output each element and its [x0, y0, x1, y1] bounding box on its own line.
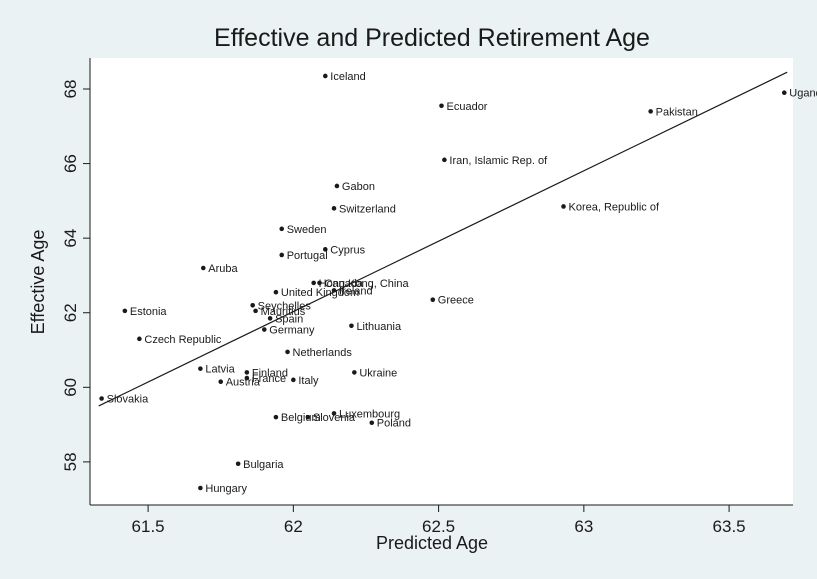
- point-label: Sweden: [287, 224, 327, 236]
- x-axis-ticks: 61.5 62 62.5 63 63.5: [132, 505, 746, 536]
- data-point: [430, 297, 436, 302]
- fit-line-layer: [98, 71, 788, 407]
- points-layer: Iceland Ecuador Pakistan Uganda Iran, Islami…: [99, 71, 817, 495]
- point-label: Switzerland: [339, 203, 396, 215]
- point-label: Portugal: [287, 250, 328, 262]
- point-label: Germany: [269, 325, 315, 337]
- x-axis-label: Predicted Age: [376, 533, 488, 553]
- data-point: [218, 379, 224, 385]
- point-label: Pakistan: [656, 106, 698, 118]
- data-point: [439, 103, 444, 109]
- data-point: [198, 366, 203, 371]
- point-label: Canada: [324, 278, 363, 290]
- y-tick-label: 66: [61, 154, 80, 173]
- point-label: Luxembourg: [339, 408, 400, 420]
- fit-line: [98, 71, 788, 407]
- point-label: Austria: [226, 377, 261, 389]
- point-label: Uganda: [789, 88, 817, 100]
- data-point: [253, 308, 258, 314]
- point-label: Ireland: [339, 285, 373, 297]
- data-point: [334, 183, 340, 189]
- point-label: Slovenia: [313, 412, 356, 424]
- data-point: [352, 370, 357, 375]
- point-label: Italy: [298, 375, 319, 387]
- point-label: Belgium: [281, 412, 321, 424]
- data-point: [311, 280, 316, 286]
- point-label: Lithuania: [356, 321, 402, 333]
- data-point: [122, 308, 128, 314]
- data-point: [279, 226, 285, 232]
- point-label: Netherlands: [293, 347, 353, 359]
- x-tick-label: 61.5: [132, 517, 165, 536]
- data-point: [323, 73, 328, 79]
- point-label: France: [252, 373, 286, 385]
- point-label: Czech Republic: [144, 334, 222, 346]
- y-tick-label: 58: [61, 452, 80, 471]
- data-point: [317, 280, 322, 286]
- y-axis-label: Effective Age: [28, 230, 48, 335]
- data-point: [561, 204, 566, 209]
- data-point: [200, 265, 206, 271]
- data-point: [235, 461, 241, 467]
- x-tick-label: 63: [574, 517, 593, 536]
- point-label: Aruba: [208, 263, 238, 275]
- point-label: Iran, Islamic Rep. of: [449, 155, 548, 167]
- point-label: Hungary: [205, 483, 247, 495]
- data-point: [305, 414, 311, 420]
- y-tick-label: 64: [61, 229, 80, 248]
- data-point: [99, 396, 104, 401]
- data-point: [267, 316, 273, 321]
- data-point: [648, 109, 653, 114]
- point-label: Iceland: [330, 71, 365, 83]
- point-label: Ukraine: [359, 367, 397, 379]
- point-label: Mauritius: [261, 306, 306, 318]
- x-tick-label: 62: [284, 517, 303, 536]
- point-label: Hong Kong, China: [319, 278, 410, 290]
- point-label: Greece: [438, 295, 474, 307]
- point-label: Spain: [275, 313, 303, 325]
- data-point: [331, 206, 337, 211]
- x-tick-label: 63.5: [713, 517, 746, 536]
- point-label: Bulgaria: [243, 459, 284, 471]
- data-point: [442, 157, 447, 163]
- y-tick-label: 60: [61, 378, 80, 397]
- data-point: [273, 414, 279, 420]
- data-point: [244, 370, 250, 375]
- point-label: United Kingdom: [281, 287, 359, 299]
- data-point: [273, 289, 279, 295]
- point-label: Korea, Republic of: [569, 201, 660, 213]
- x-tick-label: 62.5: [422, 517, 455, 536]
- data-point: [244, 375, 250, 381]
- data-point: [349, 323, 354, 329]
- point-label: Slovakia: [107, 394, 149, 406]
- point-label: Latvia: [205, 364, 235, 376]
- data-point: [261, 327, 267, 332]
- point-label: Estonia: [130, 306, 168, 318]
- plot-area: [90, 58, 793, 505]
- data-point: [369, 420, 375, 426]
- y-tick-label: 62: [61, 303, 80, 322]
- point-label: Seychelles: [258, 300, 312, 312]
- data-point: [279, 252, 285, 258]
- data-point: [331, 288, 337, 293]
- point-label: Poland: [377, 418, 411, 430]
- data-point: [781, 90, 787, 96]
- data-point: [331, 411, 337, 416]
- y-tick-label: 68: [61, 80, 80, 99]
- data-point: [285, 349, 290, 355]
- y-axis-ticks: 58 60 62 64 66 68: [61, 80, 90, 471]
- data-point: [250, 302, 255, 308]
- data-point: [198, 485, 203, 491]
- data-point: [323, 247, 328, 252]
- data-point: [137, 336, 142, 342]
- point-label: Ecuador: [447, 101, 488, 113]
- point-label: Cyprus: [330, 244, 365, 256]
- point-label: Finland: [252, 367, 288, 379]
- data-point: [291, 377, 296, 383]
- point-label: Gabon: [342, 181, 375, 193]
- chart-title: Effective and Predicted Retirement Age: [214, 24, 650, 52]
